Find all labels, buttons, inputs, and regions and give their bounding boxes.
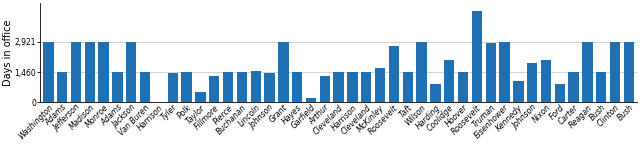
Bar (223, 72, 233, 102)
Bar (375, 68, 385, 102)
Bar (99, 42, 109, 102)
Bar (472, 11, 482, 102)
Bar (430, 84, 440, 102)
Bar (250, 71, 261, 102)
Bar (84, 42, 95, 102)
Bar (555, 84, 565, 102)
Bar (319, 76, 330, 102)
Bar (582, 42, 593, 102)
Bar (348, 72, 358, 102)
Bar (568, 72, 579, 102)
Bar (292, 72, 302, 102)
Bar (71, 42, 81, 102)
Bar (361, 72, 371, 102)
Bar (168, 73, 178, 102)
Bar (403, 72, 413, 102)
Bar (126, 42, 136, 102)
Bar (499, 42, 509, 102)
Bar (486, 43, 496, 102)
Y-axis label: Days in office: Days in office (3, 19, 13, 86)
Bar (306, 98, 316, 102)
Bar (112, 72, 123, 102)
Bar (610, 42, 620, 102)
Bar (513, 81, 524, 102)
Bar (596, 72, 607, 102)
Bar (57, 72, 67, 102)
Bar (43, 42, 54, 102)
Bar (140, 72, 150, 102)
Bar (527, 63, 538, 102)
Bar (264, 73, 275, 102)
Bar (209, 76, 220, 102)
Bar (278, 42, 289, 102)
Bar (624, 42, 634, 102)
Bar (541, 60, 551, 102)
Bar (388, 46, 399, 102)
Bar (195, 92, 205, 102)
Bar (237, 72, 247, 102)
Bar (444, 60, 454, 102)
Bar (458, 72, 468, 102)
Bar (417, 42, 427, 102)
Bar (181, 72, 192, 102)
Bar (333, 72, 344, 102)
